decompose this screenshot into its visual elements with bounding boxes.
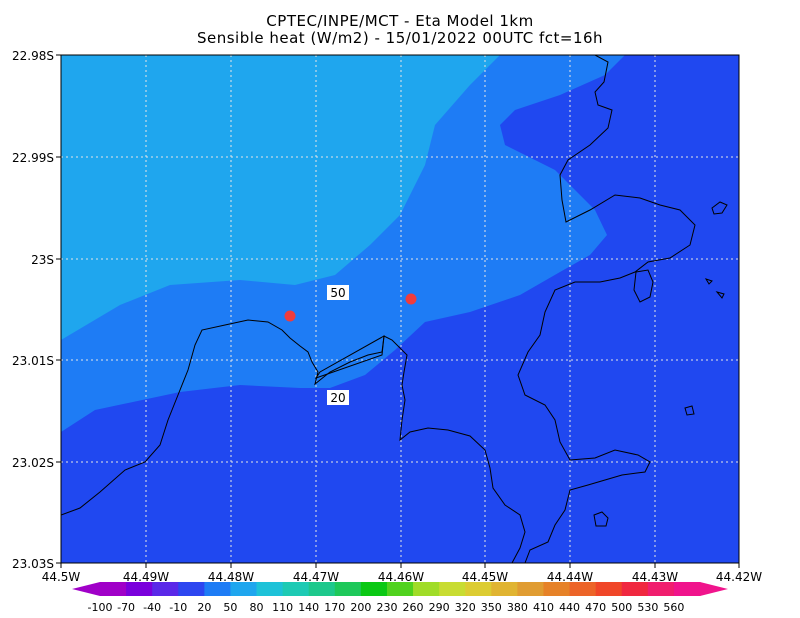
colorbar-label: -70: [117, 601, 135, 614]
contour-label-50: 50: [327, 285, 349, 300]
colorbar: -100 -70 -40 -10 20 50 80 110 140 170 200 230 260 290…: [72, 582, 728, 614]
colorbar-swatch: [282, 582, 310, 596]
map-frame: [60, 54, 740, 564]
colorbar-swatch: [439, 582, 466, 596]
colorbar-label: 500: [611, 601, 632, 614]
colorbar-label: -100: [88, 601, 113, 614]
colorbar-label: -40: [143, 601, 161, 614]
colorbar-swatch: [152, 582, 179, 596]
colorbar-label: 170: [324, 601, 345, 614]
colorbar-label: 200: [350, 601, 371, 614]
colorbar-label: 410: [533, 601, 554, 614]
location-marker: [405, 293, 417, 305]
colorbar-swatch: [100, 582, 127, 596]
colorbar-swatch: [413, 582, 440, 596]
contour-label-20: 20: [327, 390, 349, 405]
lat-ticks: [56, 54, 61, 564]
colorbar-swatch: [517, 582, 544, 596]
map-title: CPTEC/INPE/MCT - Eta Model 1km: [266, 12, 534, 30]
contour-label-text: 50: [330, 286, 345, 300]
lon-label: 44.48W: [208, 570, 254, 584]
map-plot-area: 50 20: [61, 55, 739, 563]
region-high-heat: [61, 55, 500, 340]
colorbar-label: 320: [455, 601, 476, 614]
colorbar-label: 140: [298, 601, 319, 614]
location-marker: [284, 310, 296, 322]
lat-label: 23S: [31, 253, 54, 267]
colorbar-label: 20: [197, 601, 211, 614]
colorbar-label: 440: [559, 601, 580, 614]
colorbar-swatch: [334, 582, 362, 596]
colorbar-swatch: [491, 582, 518, 596]
colorbar-swatch: [360, 582, 388, 596]
coastline: [61, 55, 728, 563]
lon-label: 44.47W: [293, 570, 339, 584]
lon-label: 44.43W: [632, 570, 678, 584]
lon-label: 44.5W: [42, 570, 81, 584]
colorbar-label: 260: [403, 601, 424, 614]
colorbar-label: 530: [637, 601, 658, 614]
colorbar-swatch: [178, 582, 205, 596]
contour-label-text: 20: [330, 391, 345, 405]
colorbar-label: 560: [663, 601, 684, 614]
colorbar-swatch: [647, 582, 675, 596]
colorbar-swatch: [126, 582, 153, 596]
colorbar-label: -10: [169, 601, 187, 614]
lon-label: 44.42W: [716, 570, 762, 584]
colorbar-swatch: [386, 582, 414, 596]
colorbar-label: 470: [585, 601, 606, 614]
colorbar-right-arrow: [700, 582, 728, 596]
colorbar-label: 290: [429, 601, 450, 614]
colorbar-swatch: [621, 582, 649, 596]
colorbar-swatch: [673, 582, 701, 596]
colorbar-swatch: [204, 582, 231, 596]
colorbar-left-arrow: [72, 582, 100, 596]
colorbar-swatch: [308, 582, 336, 596]
colorbar-swatch: [230, 582, 258, 596]
lat-label: 23.02S: [12, 456, 54, 470]
lat-label: 23.01S: [12, 354, 54, 368]
colorbar-swatch: [256, 582, 284, 596]
lon-label: 44.49W: [123, 570, 169, 584]
lon-axis-labels: 44.5W 44.49W 44.48W 44.47W 44.46W 44.45W…: [42, 570, 763, 584]
colorbar-swatch: [543, 582, 571, 596]
lat-axis-labels: 22.98S 22.99S 23S 23.01S 23.02S 23.03S: [12, 49, 54, 571]
colorbar-swatch: [465, 582, 492, 596]
map-subtitle: Sensible heat (W/m2) - 15/01/2022 00UTC …: [196, 29, 604, 47]
colorbar-label: 80: [250, 601, 264, 614]
colorbar-label: 50: [223, 601, 237, 614]
colorbar-swatch: [569, 582, 597, 596]
lat-label: 22.98S: [12, 49, 54, 63]
lon-label: 44.44W: [547, 570, 593, 584]
colorbar-label: 230: [376, 601, 397, 614]
map-grid: [61, 55, 739, 563]
lat-label: 23.03S: [12, 557, 54, 571]
colorbar-label: 350: [481, 601, 502, 614]
lon-label: 44.46W: [378, 570, 424, 584]
colorbar-label: 380: [507, 601, 528, 614]
colorbar-swatch: [595, 582, 623, 596]
lat-label: 22.99S: [12, 151, 54, 165]
colorbar-label: 110: [272, 601, 293, 614]
lon-ticks: [60, 563, 740, 568]
lon-label: 44.45W: [462, 570, 508, 584]
